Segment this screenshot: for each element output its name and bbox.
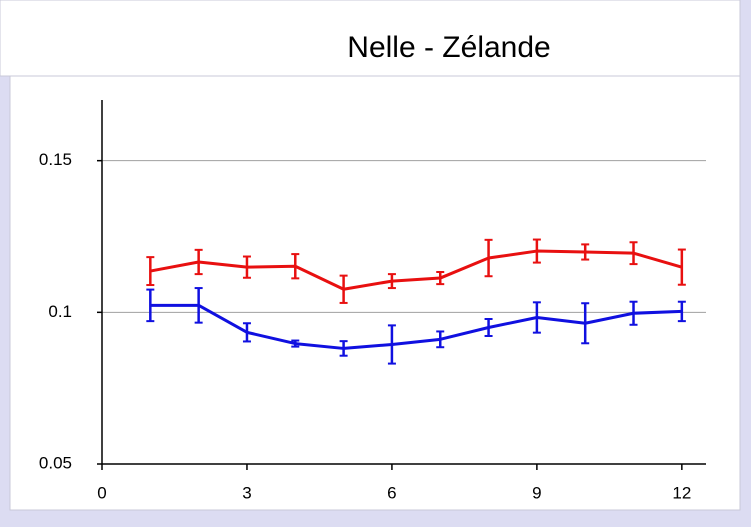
x-tick-label: 12 xyxy=(672,483,691,502)
title-box xyxy=(0,0,741,77)
x-tick-label: 9 xyxy=(532,483,541,502)
x-tick-label: 0 xyxy=(97,483,106,502)
series-line xyxy=(150,249,683,291)
series-line xyxy=(150,303,682,350)
x-tick-label: 6 xyxy=(387,483,396,502)
y-tick-label: 0.05 xyxy=(39,453,72,472)
y-tick-label: 0.15 xyxy=(39,150,72,169)
y-tick-label: 0.1 xyxy=(48,302,72,321)
chart-title: Nelle - Zélande xyxy=(347,31,550,64)
x-tick-label: 3 xyxy=(242,483,251,502)
chart-area xyxy=(9,75,741,511)
